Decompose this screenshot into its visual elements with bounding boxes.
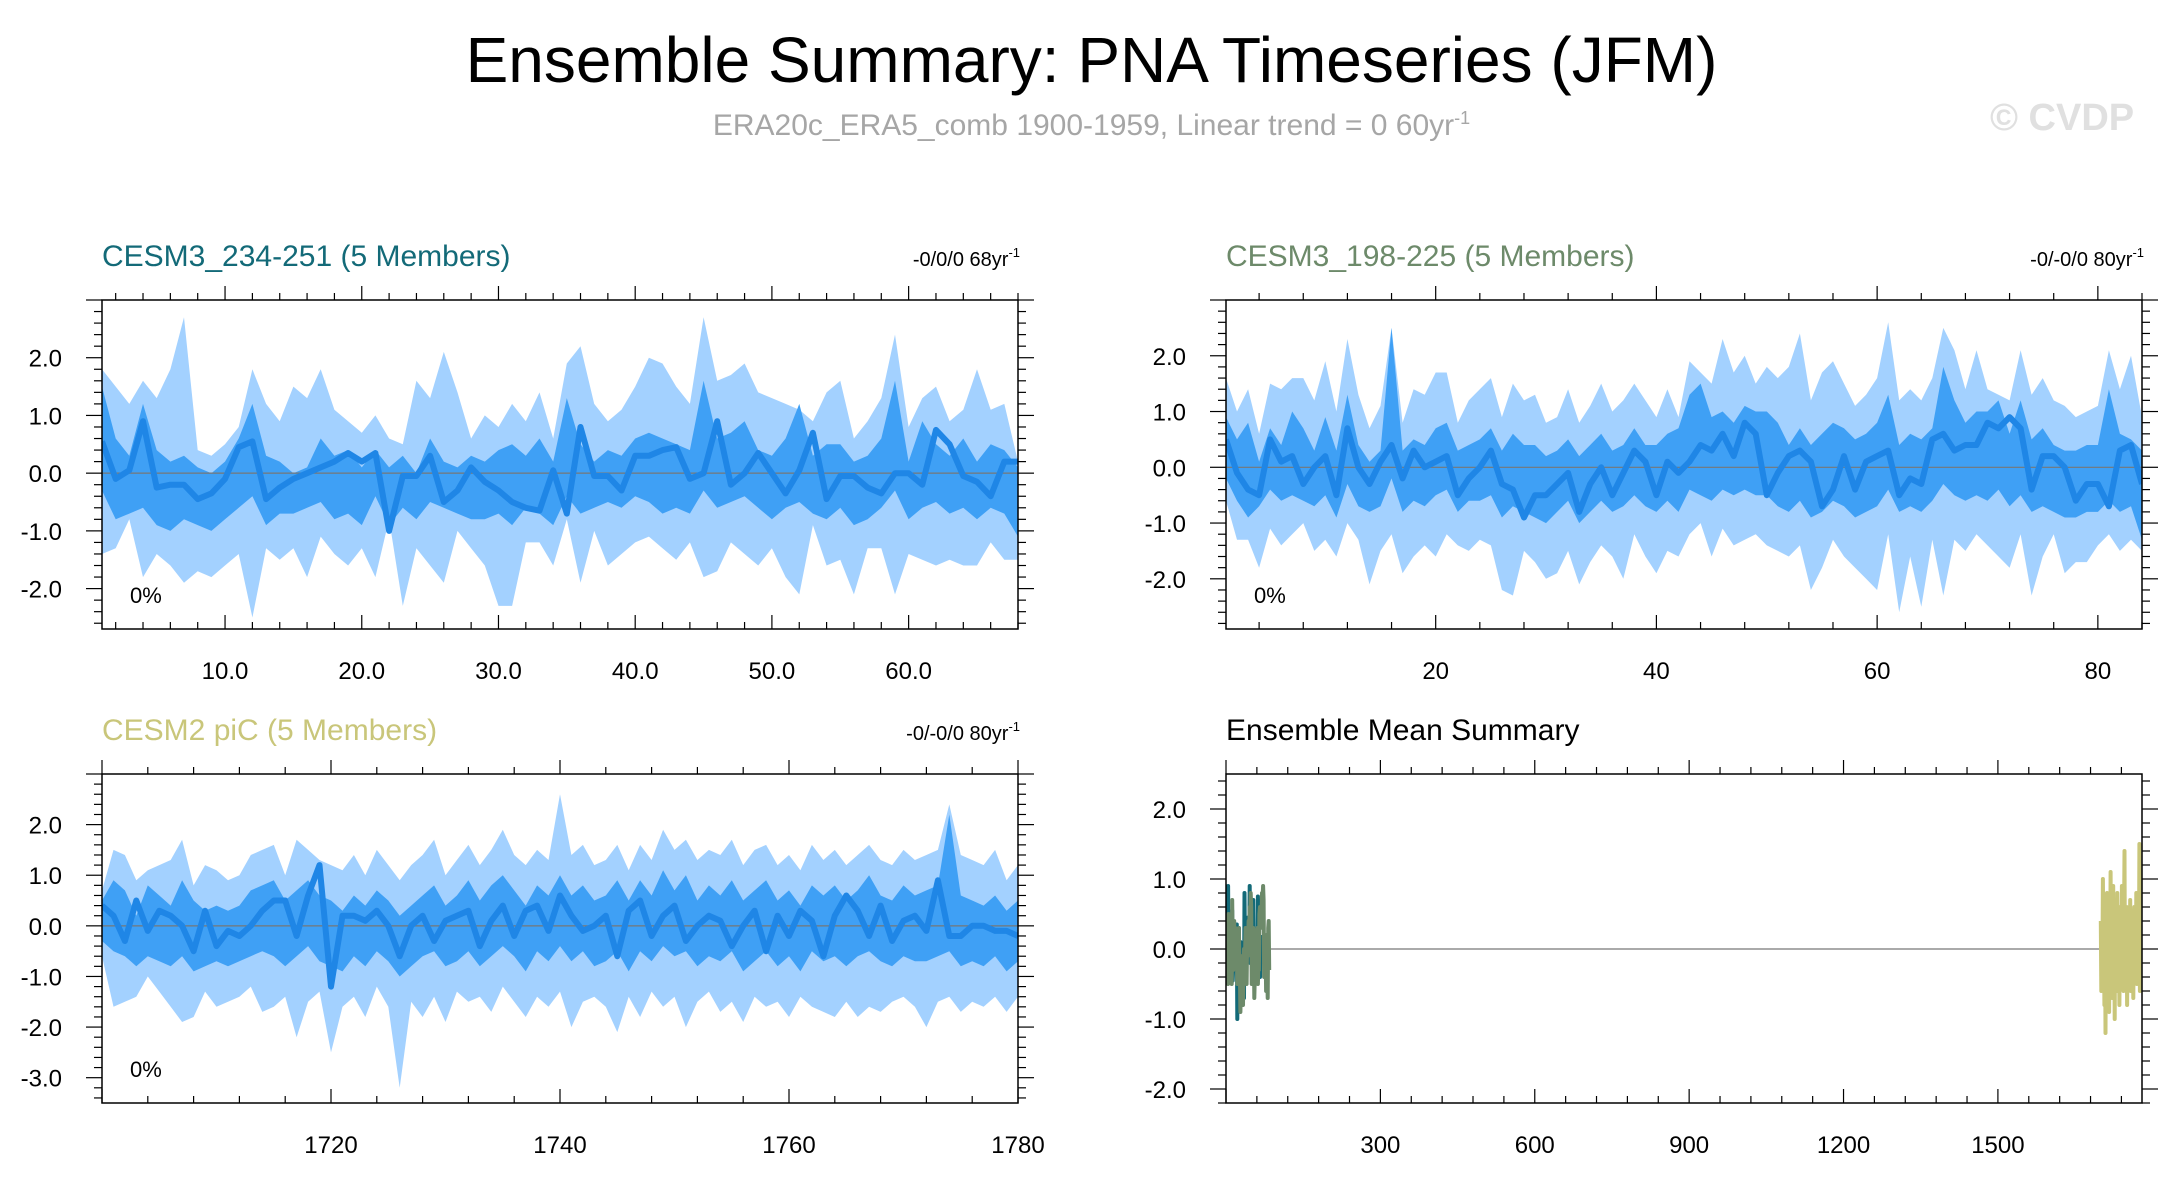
plot-frame bbox=[101, 299, 1019, 630]
x-tick-label: 40.0 bbox=[612, 658, 659, 685]
y-tick-label: -1.0 bbox=[21, 964, 62, 991]
y-tick-label: -3.0 bbox=[21, 1066, 62, 1093]
y-tick-label: -1.0 bbox=[1145, 511, 1186, 538]
panel-title: CESM3_198-225 (5 Members) bbox=[1226, 240, 1635, 273]
x-tick-label: 1760 bbox=[762, 1132, 815, 1159]
y-tick-label: 0.0 bbox=[29, 914, 62, 941]
panel-title: CESM2 piC (5 Members) bbox=[102, 714, 437, 747]
percent-label: 0% bbox=[130, 1057, 162, 1082]
x-tick-label: 1200 bbox=[1817, 1132, 1870, 1159]
panel-p3: 1720 1740 1760 1780 2.0 1.0 0.0 -1.0 -2.0 -3.0 CES… bbox=[21, 714, 1045, 1159]
y-tick-label: 2.0 bbox=[29, 813, 62, 840]
y-tick-label: 2.0 bbox=[1153, 797, 1186, 824]
panel-title: Ensemble Mean Summary bbox=[1226, 714, 1579, 747]
subtitle-exponent: -1 bbox=[1454, 108, 1471, 128]
y-tick-label: -2.0 bbox=[1145, 1077, 1186, 1104]
ensemble-mean-series-2 bbox=[1226, 884, 1272, 1014]
x-tick-label: 20 bbox=[1422, 658, 1449, 685]
panel-trend-exponent: -1 bbox=[2132, 245, 2144, 260]
x-tick-label: 1500 bbox=[1971, 1132, 2024, 1159]
panel-trend-label: -0/-0/0 80yr-1 bbox=[2030, 245, 2144, 271]
x-tick-label: 60.0 bbox=[885, 658, 932, 685]
ensemble-mean-series-3 bbox=[2098, 842, 2142, 1035]
panel-trend-exponent: -1 bbox=[1008, 719, 1020, 734]
main-title: Ensemble Summary: PNA Timeseries (JFM) bbox=[465, 24, 1718, 96]
watermark: © CVDP bbox=[1990, 97, 2135, 139]
x-tick-label: 300 bbox=[1360, 1132, 1400, 1159]
x-tick-label: 60 bbox=[1864, 658, 1891, 685]
panel-trend-exponent: -1 bbox=[1008, 245, 1020, 260]
percent-label: 0% bbox=[1254, 583, 1286, 608]
plot-area bbox=[1226, 322, 2142, 613]
ensemble-mean-line bbox=[102, 418, 1018, 534]
panel-trend-text: -0/-0/0 80yr bbox=[2030, 249, 2133, 271]
plot-frame bbox=[1225, 773, 2143, 1104]
panel-trend-label: -0/0/0 68yr-1 bbox=[913, 245, 1020, 271]
y-tick-label: 0.0 bbox=[1153, 937, 1186, 964]
x-tick-label: 1780 bbox=[991, 1132, 1044, 1159]
panel-p4: 300 600 900 1200 1500 2.0 1.0 0.0 -1.0 -2.0 Ensemb… bbox=[1145, 714, 2158, 1159]
x-tick-label: 80 bbox=[2085, 658, 2112, 685]
ensemble-mean-line bbox=[102, 862, 1018, 990]
plot-area bbox=[1226, 842, 2142, 1035]
plot-frame bbox=[1225, 299, 2143, 630]
percent-label: 0% bbox=[130, 583, 162, 608]
y-tick-label: -2.0 bbox=[21, 1015, 62, 1042]
y-tick-label: -1.0 bbox=[21, 519, 62, 546]
y-tick-label: 2.0 bbox=[29, 346, 62, 373]
x-tick-label: 1720 bbox=[304, 1132, 357, 1159]
x-tick-label: 900 bbox=[1669, 1132, 1709, 1159]
panel-trend-text: -0/-0/0 80yr bbox=[906, 723, 1009, 745]
y-tick-label: -2.0 bbox=[21, 577, 62, 604]
y-tick-label: 1.0 bbox=[29, 403, 62, 430]
y-tick-label: 2.0 bbox=[1153, 344, 1186, 371]
plot-area bbox=[102, 794, 1018, 1088]
y-tick-label: 0.0 bbox=[1153, 455, 1186, 482]
subtitle: ERA20c_ERA5_comb 1900-1959, Linear trend… bbox=[0, 100, 2183, 144]
y-tick-label: 1.0 bbox=[1153, 867, 1186, 894]
x-tick-label: 20.0 bbox=[338, 658, 385, 685]
y-tick-label: -2.0 bbox=[1145, 567, 1186, 594]
x-tick-label: 600 bbox=[1515, 1132, 1555, 1159]
ensemble-mean-line bbox=[1226, 414, 2142, 521]
panel-p2: 20 40 60 80 2.0 1.0 0.0 -1.0 -2.0 CESM3_198-225 (… bbox=[1145, 240, 2158, 685]
panel-p1: 10.0 20.0 30.0 40.0 50.0 60.0 2.0 1.0 0.0 -1.0 -2.… bbox=[21, 240, 1034, 685]
x-tick-label: 40 bbox=[1643, 658, 1670, 685]
y-tick-label: 1.0 bbox=[29, 863, 62, 890]
subtitle-text: ERA20c_ERA5_comb 1900-1959, Linear trend… bbox=[712, 109, 1455, 142]
y-tick-label: 0.0 bbox=[29, 461, 62, 488]
x-tick-label: 30.0 bbox=[475, 658, 522, 685]
panel-trend-label: -0/-0/0 80yr-1 bbox=[906, 719, 1020, 745]
plot-area bbox=[102, 317, 1018, 618]
inner-band bbox=[102, 380, 1018, 537]
x-tick-label: 1740 bbox=[533, 1132, 586, 1159]
x-tick-label: 50.0 bbox=[749, 658, 796, 685]
panel-trend-text: -0/0/0 68yr bbox=[913, 249, 1009, 271]
y-tick-label: 1.0 bbox=[1153, 400, 1186, 427]
panel-title: CESM3_234-251 (5 Members) bbox=[102, 240, 511, 273]
y-tick-label: -1.0 bbox=[1145, 1007, 1186, 1034]
x-tick-label: 10.0 bbox=[202, 658, 249, 685]
